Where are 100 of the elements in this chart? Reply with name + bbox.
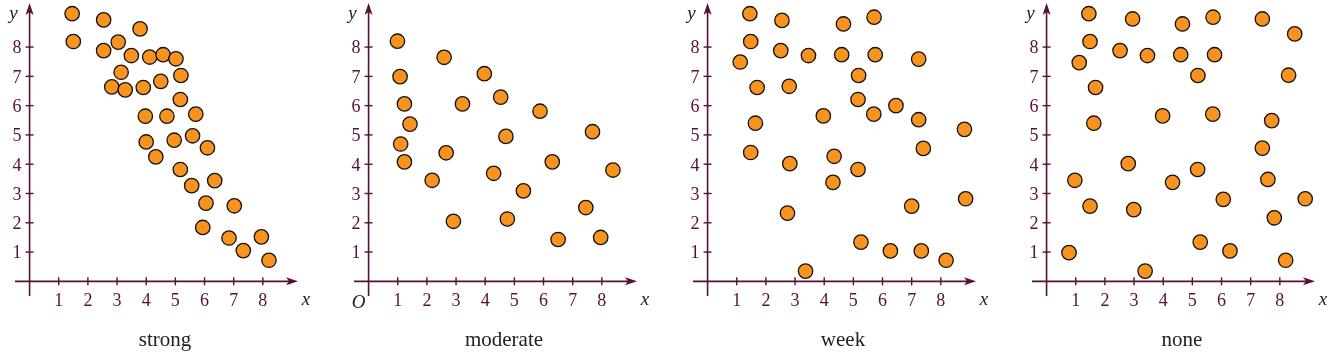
- text: strong: [138, 327, 192, 351]
- point: [772, 42, 789, 59]
- point: [436, 49, 452, 66]
- y-axis-title: y: [1024, 2, 1036, 23]
- y-tick-label: 5: [12, 125, 22, 146]
- point: [166, 132, 183, 149]
- x-tick-label: 3: [1129, 290, 1139, 311]
- point: [956, 121, 973, 138]
- point: [1164, 174, 1181, 191]
- x-tick-label: 5: [509, 290, 519, 311]
- point: [903, 198, 920, 214]
- point: [141, 49, 158, 65]
- point: [592, 229, 609, 246]
- y-tick-label: 4: [1029, 154, 1039, 175]
- point: [915, 140, 932, 157]
- point: [1120, 155, 1137, 172]
- point: [492, 89, 509, 105]
- point: [235, 242, 252, 259]
- point: [866, 9, 882, 26]
- point: [1137, 263, 1153, 279]
- y-axis-title: y: [346, 2, 358, 23]
- point: [800, 47, 817, 64]
- point: [476, 65, 493, 82]
- x-tick-label: 2: [422, 290, 432, 311]
- y-tick-label: 7: [12, 66, 22, 87]
- point: [221, 230, 237, 246]
- point: [198, 195, 214, 212]
- y-tick-label: 2: [351, 213, 361, 234]
- point: [253, 228, 270, 245]
- point: [1280, 67, 1297, 84]
- y-tick-label: 1: [690, 242, 700, 263]
- point: [438, 144, 454, 161]
- point: [1277, 252, 1294, 269]
- x-tick-label: 4: [480, 290, 490, 311]
- point: [1067, 172, 1083, 189]
- point: [835, 16, 852, 32]
- point: [853, 234, 869, 250]
- point: [779, 205, 796, 221]
- point: [1215, 191, 1232, 208]
- point: [865, 106, 882, 122]
- y-tick-label: 1: [12, 242, 22, 263]
- y-tick-label: 5: [351, 125, 361, 146]
- x-tick-label: 7: [568, 290, 578, 311]
- point: [584, 123, 601, 140]
- y-tick-label: 4: [12, 154, 22, 175]
- point: [742, 33, 759, 50]
- point: [1204, 106, 1221, 122]
- y-tick-label: 6: [1029, 95, 1039, 116]
- y-tick-label: 4: [351, 154, 361, 175]
- point: [742, 5, 758, 22]
- point: [1266, 209, 1283, 226]
- point: [1189, 161, 1206, 178]
- x-tick-label: 3: [112, 290, 122, 311]
- point: [1154, 108, 1171, 124]
- point: [850, 91, 866, 108]
- y-tick-label: 7: [690, 66, 700, 87]
- point: [1061, 244, 1077, 261]
- point: [1071, 54, 1088, 71]
- point: [1085, 115, 1102, 132]
- point: [867, 46, 884, 63]
- y-tick-label: 3: [351, 183, 361, 204]
- y-axis-title: y: [7, 2, 19, 23]
- point: [137, 108, 154, 125]
- point: [1124, 11, 1141, 27]
- point: [532, 103, 548, 120]
- point: [138, 134, 155, 150]
- x-tick-label: 2: [1100, 290, 1110, 311]
- point: [850, 67, 867, 84]
- point: [1172, 46, 1189, 63]
- point: [454, 96, 471, 112]
- x-tick-label: 4: [819, 290, 829, 311]
- text: none: [1161, 327, 1203, 351]
- point: [515, 183, 532, 199]
- point: [498, 128, 514, 145]
- point: [1139, 47, 1156, 64]
- point: [424, 172, 440, 189]
- text: moderate: [464, 327, 544, 351]
- point: [95, 11, 112, 28]
- y-tick-label: 8: [12, 37, 22, 58]
- y-tick-label: 8: [1029, 37, 1039, 58]
- point: [747, 115, 764, 132]
- annotation: O: [351, 291, 366, 313]
- x-tick-label: 6: [539, 290, 549, 311]
- x-tick-label: 8: [258, 290, 268, 311]
- x-tick-label: 5: [848, 290, 858, 311]
- point: [103, 79, 120, 95]
- point: [1297, 190, 1314, 207]
- x-axis-title: x: [300, 288, 311, 310]
- point: [1174, 16, 1191, 32]
- point: [172, 161, 189, 178]
- point: [815, 108, 832, 124]
- x-tick-label: 2: [761, 290, 771, 311]
- point: [1081, 5, 1097, 22]
- x-axis-title: x: [639, 288, 650, 310]
- x-tick-label: 1: [393, 290, 403, 311]
- y-tick-label: 6: [690, 95, 700, 116]
- point: [152, 73, 169, 90]
- point: [888, 97, 904, 114]
- y-tick-label: 3: [12, 183, 22, 204]
- point: [1254, 140, 1271, 156]
